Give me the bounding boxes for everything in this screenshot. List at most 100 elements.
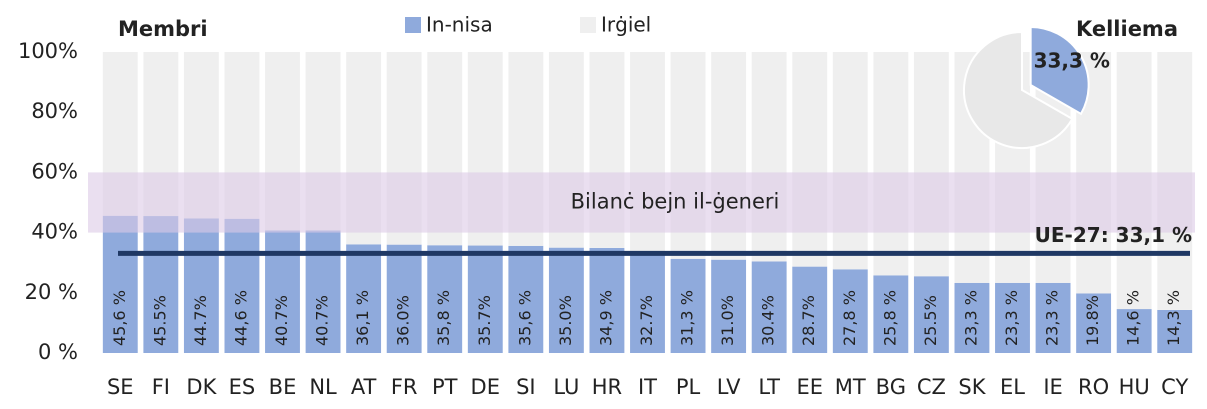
pie-title: Kelliema bbox=[1076, 17, 1178, 41]
bar bbox=[1035, 282, 1071, 353]
bar bbox=[913, 52, 949, 277]
bar bbox=[995, 282, 1030, 353]
x-tick-label: LU bbox=[553, 375, 579, 399]
y-tick-label: 40% bbox=[31, 220, 78, 244]
bar bbox=[224, 218, 260, 353]
data-label: 30.4% bbox=[759, 295, 778, 346]
data-label: 23,3 % bbox=[1043, 290, 1062, 346]
bar bbox=[346, 244, 382, 353]
legend-label: Irġiel bbox=[601, 13, 651, 37]
bar bbox=[711, 259, 747, 353]
bar bbox=[102, 215, 138, 353]
pie-label: 33,3 % bbox=[1034, 48, 1110, 72]
data-label: 23,3 % bbox=[961, 290, 980, 346]
bar bbox=[792, 266, 828, 353]
x-tick-label: EL bbox=[1000, 375, 1025, 399]
bar bbox=[427, 245, 463, 353]
bar bbox=[589, 247, 625, 353]
data-label: 31,3 % bbox=[678, 290, 697, 346]
bar bbox=[873, 52, 909, 276]
band-label: Bilanċ bejn il-ġeneri bbox=[571, 190, 780, 214]
data-label: 19.8% bbox=[1083, 295, 1102, 346]
bar bbox=[548, 247, 584, 353]
data-label: 23,3 % bbox=[1002, 290, 1021, 346]
reference-label: UE-27: 33,1 % bbox=[1035, 223, 1192, 247]
balance-band bbox=[88, 172, 1195, 233]
y-tick-label: 80% bbox=[31, 99, 78, 123]
bar bbox=[1157, 309, 1193, 353]
data-label: 40.7% bbox=[313, 295, 332, 346]
data-label: 14,6 % bbox=[1124, 290, 1143, 346]
bar bbox=[1116, 309, 1152, 353]
data-label: 36.0% bbox=[394, 295, 413, 346]
data-label: 31.0% bbox=[718, 295, 737, 346]
data-label: 32.7% bbox=[637, 295, 656, 346]
bar bbox=[1076, 293, 1112, 353]
data-label: 45.5% bbox=[150, 295, 169, 346]
x-tick-label: SI bbox=[516, 375, 536, 399]
y-tick-label: 100% bbox=[18, 39, 78, 63]
x-tick-label: DK bbox=[186, 375, 217, 399]
bar bbox=[183, 218, 219, 353]
data-label: 35.0% bbox=[556, 295, 575, 346]
y-tick-label: 20 % bbox=[25, 280, 78, 304]
x-tick-label: MT bbox=[835, 375, 866, 399]
x-tick-label: RO bbox=[1078, 375, 1109, 399]
data-label: 44.7% bbox=[191, 295, 210, 346]
data-label: 25,8 % bbox=[880, 290, 899, 346]
x-tick-label: NL bbox=[309, 375, 337, 399]
x-tick-label: FI bbox=[152, 375, 170, 399]
bar bbox=[832, 52, 868, 270]
x-tick-label: LT bbox=[758, 375, 780, 399]
legend-swatch bbox=[405, 17, 421, 33]
legend-swatch bbox=[580, 17, 596, 33]
x-tick-label: SK bbox=[958, 375, 986, 399]
bar bbox=[873, 275, 909, 353]
data-label: 45,6 % bbox=[110, 290, 129, 346]
data-label: 44,6 % bbox=[231, 290, 250, 346]
data-label: 27,8 % bbox=[840, 290, 859, 346]
bar bbox=[913, 276, 949, 353]
x-tick-label: SE bbox=[107, 375, 134, 399]
data-label: 35.7% bbox=[475, 295, 494, 346]
bar bbox=[670, 258, 706, 353]
data-label: 34,9 % bbox=[596, 290, 615, 346]
data-label: 28.7% bbox=[799, 295, 818, 346]
x-tick-label: BG bbox=[876, 375, 906, 399]
x-tick-label: AT bbox=[351, 375, 377, 399]
data-label: 25.5% bbox=[921, 295, 940, 346]
x-tick-label: ES bbox=[229, 375, 256, 399]
bar bbox=[467, 245, 503, 353]
bar bbox=[143, 216, 179, 353]
x-tick-label: BE bbox=[269, 375, 297, 399]
x-tick-label: PL bbox=[676, 375, 701, 399]
bar bbox=[508, 245, 544, 353]
data-label: 35,8 % bbox=[434, 290, 453, 346]
data-label: 14,3 % bbox=[1164, 290, 1183, 346]
x-tick-label: DE bbox=[471, 375, 500, 399]
y-tick-label: 0 % bbox=[38, 340, 78, 364]
chart-title: Membri bbox=[118, 17, 208, 41]
x-tick-label: HR bbox=[592, 375, 622, 399]
x-tick-label: IT bbox=[638, 375, 657, 399]
y-tick-label: 60% bbox=[31, 159, 78, 183]
pie-slice bbox=[1029, 25, 1090, 116]
x-tick-label: CY bbox=[1161, 375, 1188, 399]
bar bbox=[792, 52, 828, 267]
bar bbox=[954, 282, 990, 353]
legend-label: In-nisa bbox=[426, 13, 493, 37]
x-tick-label: CZ bbox=[917, 375, 946, 399]
x-tick-label: HU bbox=[1119, 375, 1150, 399]
x-tick-label: EE bbox=[796, 375, 823, 399]
data-label: 36,1 % bbox=[353, 290, 372, 346]
pie-slice bbox=[963, 30, 1074, 149]
x-tick-label: PT bbox=[432, 375, 458, 399]
x-tick-label: LV bbox=[717, 375, 741, 399]
bar bbox=[386, 244, 422, 353]
bar bbox=[630, 254, 665, 353]
x-tick-label: IE bbox=[1043, 375, 1062, 399]
data-label: 35,6 % bbox=[515, 290, 534, 346]
x-tick-label: FR bbox=[391, 375, 418, 399]
data-label: 40.7% bbox=[272, 295, 291, 346]
